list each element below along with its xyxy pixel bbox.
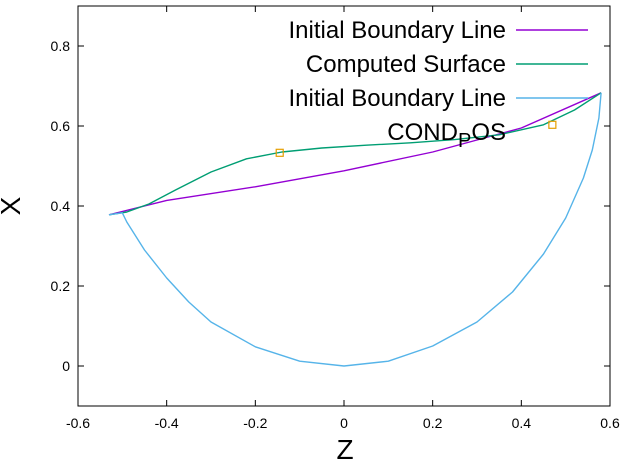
x-tick-label: 0.4 bbox=[512, 415, 532, 431]
series-line-1 bbox=[108, 92, 602, 216]
y-axis-ticks: 0 0.2 0.4 0.6 0.8 bbox=[51, 38, 610, 374]
cond-pos-marker bbox=[275, 148, 284, 157]
x-tick-label: 0.6 bbox=[600, 415, 620, 431]
y-tick-label: 0.2 bbox=[51, 278, 71, 294]
legend-label: CONDPOS bbox=[387, 119, 506, 152]
y-axis-label: X bbox=[0, 196, 26, 215]
series-layer bbox=[108, 92, 602, 367]
y-tick-label: 0.6 bbox=[51, 118, 71, 134]
legend-label: Computed Surface bbox=[306, 51, 506, 78]
legend-label: Initial Boundary Line bbox=[289, 17, 506, 44]
y-tick-label: 0.8 bbox=[51, 38, 71, 54]
x-tick-label: 0 bbox=[340, 415, 348, 431]
cond-pos-marker bbox=[548, 120, 557, 129]
x-tick-label: 0.2 bbox=[423, 415, 443, 431]
x-axis-ticks: -0.6 -0.4 -0.2 0 0.2 0.4 0.6 bbox=[66, 6, 620, 431]
series-line-2 bbox=[108, 92, 602, 367]
x-axis-label: Z bbox=[336, 434, 353, 463]
x-tick-label: -0.4 bbox=[155, 415, 179, 431]
legend: Initial Boundary Line Computed Surface Ini… bbox=[289, 17, 588, 152]
y-tick-label: 0 bbox=[62, 358, 70, 374]
x-tick-label: -0.2 bbox=[243, 415, 267, 431]
series-line-0 bbox=[108, 92, 602, 216]
x-tick-label: -0.6 bbox=[66, 415, 90, 431]
y-tick-label: 0.4 bbox=[51, 198, 71, 214]
legend-label: Initial Boundary Line bbox=[289, 85, 506, 112]
